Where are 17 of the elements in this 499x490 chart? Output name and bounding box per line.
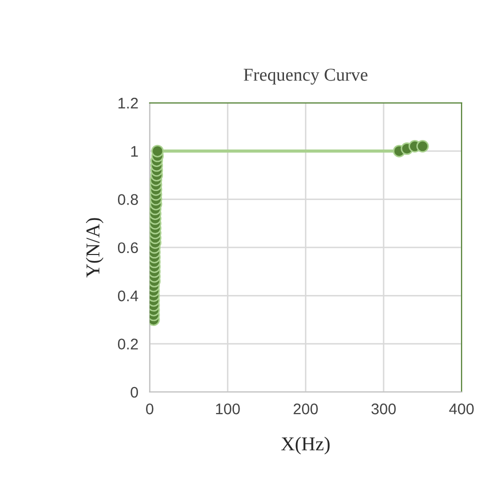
y-tick-label: 0.8: [118, 194, 138, 205]
y-tick-label: 0: [130, 386, 138, 398]
point: [151, 144, 164, 158]
x-tick-label: 200: [294, 404, 318, 414]
y-axis-title: Y(N/A): [86, 218, 104, 278]
x-tick-label: 100: [216, 404, 240, 414]
x-axis-title: X(Hz): [281, 436, 330, 454]
y-tick-label: 0.6: [118, 242, 138, 254]
x-tick-label: 400: [449, 404, 474, 414]
y-tick-label: 1.2: [118, 98, 138, 108]
x-tick-label: 0: [146, 404, 154, 414]
chart-title: Frequency Curve: [244, 68, 368, 85]
point: [416, 140, 429, 153]
x-tick-label: 300: [371, 404, 396, 414]
y-tick-label: 1: [131, 146, 138, 157]
y-tick-label: 0.4: [118, 290, 138, 302]
y-tick-label: 0.2: [118, 338, 138, 350]
